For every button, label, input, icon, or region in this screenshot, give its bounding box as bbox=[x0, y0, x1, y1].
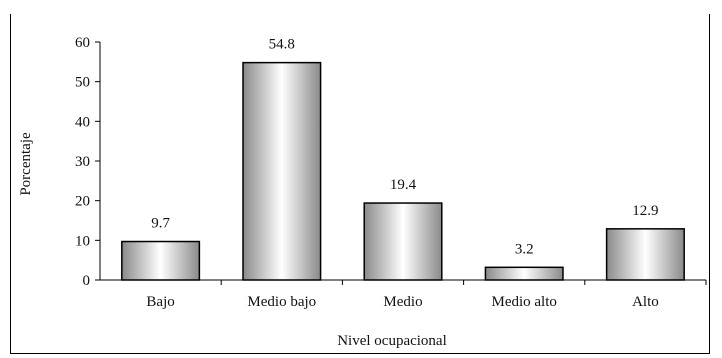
bar bbox=[605, 228, 685, 281]
y-tick-label: 40 bbox=[75, 114, 90, 130]
x-axis: Bajo Medio bajo Medio Medio alto Alto bbox=[100, 279, 707, 310]
bar-value-label: 9.7 bbox=[151, 216, 170, 232]
bar bbox=[121, 240, 201, 281]
x-tick-label: Bajo bbox=[146, 294, 174, 310]
x-tick-label: Medio bbox=[383, 294, 422, 310]
y-tick-label: 0 bbox=[83, 273, 91, 289]
x-tick-label: Medio bajo bbox=[247, 294, 316, 310]
y-tick-label: 50 bbox=[75, 75, 90, 91]
y-tick-label: 20 bbox=[75, 194, 90, 210]
y-tick-label: 10 bbox=[75, 233, 90, 249]
bar bbox=[242, 61, 322, 281]
y-axis: 0 10 20 30 40 50 60 bbox=[75, 35, 101, 289]
x-tick-label: Medio alto bbox=[491, 294, 556, 310]
x-axis-title: Nivel ocupacional bbox=[337, 333, 447, 349]
y-tick-label: 60 bbox=[75, 35, 90, 51]
bar-value-label: 12.9 bbox=[632, 203, 658, 219]
y-tick-label: 30 bbox=[75, 154, 90, 170]
bars: 9.7 54.8 19.4 3.2 12.9 bbox=[121, 37, 685, 281]
x-tick-label: Alto bbox=[632, 294, 659, 310]
bar-value-label: 3.2 bbox=[515, 241, 534, 257]
bar bbox=[484, 266, 564, 281]
chart-frame bbox=[10, 14, 710, 354]
y-axis-title: Porcentaje bbox=[18, 132, 34, 196]
bar bbox=[363, 202, 443, 281]
bar-value-label: 19.4 bbox=[390, 177, 417, 193]
bar-value-label: 54.8 bbox=[269, 37, 295, 53]
